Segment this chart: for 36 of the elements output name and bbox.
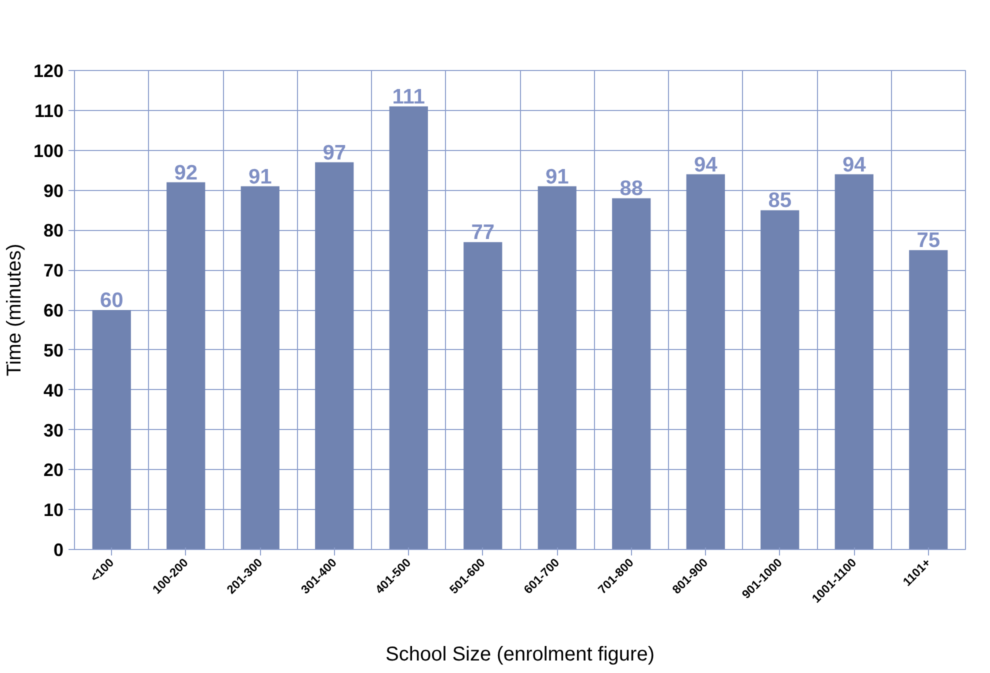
y-axis-title: Time (minutes) [3, 244, 26, 376]
y-tick-label: 70 [43, 260, 64, 281]
x-axis-title: School Size (enrolment figure) [385, 644, 655, 666]
y-tick-label: 80 [43, 220, 64, 241]
y-tick-label: 50 [43, 340, 64, 360]
bar [92, 310, 131, 550]
bar [909, 250, 948, 550]
y-tick-label: 90 [43, 180, 64, 201]
bar [315, 162, 354, 550]
bar [389, 106, 428, 550]
data-label: 111 [392, 85, 426, 108]
bar [612, 198, 651, 550]
bar [166, 182, 206, 550]
bar [240, 186, 280, 550]
bar [538, 186, 576, 550]
bar [834, 174, 874, 550]
data-label: 91 [248, 165, 272, 188]
data-label: 91 [545, 165, 570, 188]
data-label: 92 [174, 161, 198, 184]
bar [464, 242, 502, 550]
y-tick-label: 60 [43, 300, 64, 320]
data-label: 60 [100, 289, 124, 312]
y-tick-label: 0 [53, 540, 64, 560]
data-label: 94 [694, 153, 718, 176]
y-tick-label: 10 [43, 500, 64, 520]
y-tick-label: 100 [33, 140, 64, 161]
y-tick-label: 30 [43, 420, 64, 440]
data-label: 94 [842, 153, 866, 176]
data-label: 85 [768, 189, 792, 212]
y-tick-label: 40 [43, 380, 64, 400]
y-tick-label: 110 [34, 100, 64, 121]
data-label: 75 [916, 229, 940, 252]
bar [686, 174, 725, 550]
y-tick-label: 120 [33, 61, 64, 81]
y-tick-label: 20 [43, 460, 64, 480]
bar [760, 210, 800, 550]
